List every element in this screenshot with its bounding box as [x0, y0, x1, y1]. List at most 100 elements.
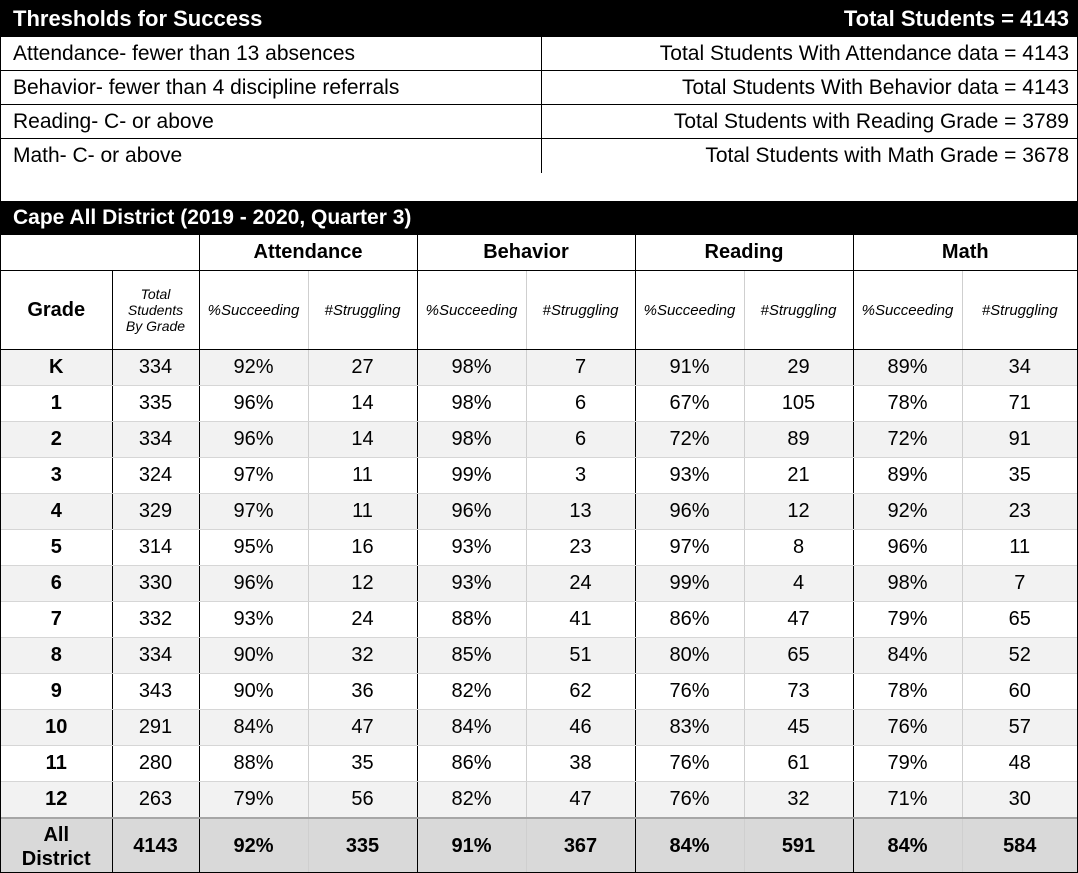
math-succeeding-cell: 96%: [852, 529, 962, 566]
math-succeeding-cell: 71%: [852, 781, 962, 819]
threshold-label: Behavior- fewer than 4 discipline referr…: [1, 71, 542, 104]
total-cell: 263: [111, 781, 199, 819]
math-succeeding-cell: 89%: [852, 457, 962, 494]
reading-struggling-cell: 47: [743, 601, 853, 638]
total-cell: 324: [111, 457, 199, 494]
behavior-succeeding-cell: 93%: [416, 529, 526, 566]
reading-succeeding-cell: 97%: [634, 529, 744, 566]
reading-struggling-cell: 8: [743, 529, 853, 566]
threshold-row-math: Math- C- or above Total Students with Ma…: [1, 139, 1077, 173]
table-row: 7 332 93% 24 88% 41 86% 47 79% 65: [1, 601, 1077, 638]
reading-struggling-cell: 4: [743, 565, 853, 602]
reading-succeeding-cell: 96%: [634, 493, 744, 530]
behavior-struggling-cell: 6: [525, 421, 635, 458]
attendance-struggling-cell: 24: [307, 601, 417, 638]
attendance-succeeding-cell: 90%: [198, 673, 308, 710]
table-row: 12 263 79% 56 82% 47 76% 32 71% 30: [1, 781, 1077, 819]
behavior-struggling-cell: 47: [525, 781, 635, 819]
attendance-succeeding-cell: 97%: [198, 493, 308, 530]
reading-struggling-cell: 61: [743, 745, 853, 782]
math-succeeding-cell: 76%: [852, 709, 962, 746]
header-reading: Reading: [634, 235, 853, 271]
math-succeeding-cell: 79%: [852, 745, 962, 782]
grade-cell: 12: [1, 781, 112, 819]
grade-cell: 2: [1, 421, 112, 458]
attendance-succeeding-cell: 92%: [198, 349, 308, 386]
math-struggling-cell: 57: [961, 709, 1077, 746]
behavior-struggling-cell: 38: [525, 745, 635, 782]
total-header-line: Students: [127, 301, 184, 318]
table-row: 1 335 96% 14 98% 6 67% 105 78% 71: [1, 385, 1077, 422]
math-struggling-header: #Struggling: [961, 270, 1077, 350]
reading-succeeding-cell: 84%: [634, 817, 744, 872]
behavior-succeeding-cell: 88%: [416, 601, 526, 638]
table-row: 10 291 84% 47 84% 46 83% 45 76% 57: [1, 709, 1077, 746]
table-row: K 334 92% 27 98% 7 91% 29 89% 34: [1, 349, 1077, 386]
attendance-succeeding-cell: 88%: [198, 745, 308, 782]
table-row: 4 329 97% 11 96% 13 96% 12 92% 23: [1, 493, 1077, 530]
math-struggling-cell: 65: [961, 601, 1077, 638]
all-district-label: All District: [1, 817, 112, 872]
total-cell: 330: [111, 565, 199, 602]
attendance-struggling-header: #Struggling: [307, 270, 417, 350]
math-struggling-cell: 52: [961, 637, 1077, 674]
grade-rows: K 334 92% 27 98% 7 91% 29 89% 34 1 335 96% 14 98% 6 67% 1…: [1, 349, 1077, 872]
math-succeeding-cell: 84%: [852, 637, 962, 674]
reading-struggling-cell: 591: [743, 817, 853, 872]
table-row: 8 334 90% 32 85% 51 80% 65 84% 52: [1, 637, 1077, 674]
behavior-struggling-cell: 13: [525, 493, 635, 530]
behavior-struggling-header: #Struggling: [525, 270, 635, 350]
reading-succeeding-cell: 76%: [634, 781, 744, 819]
behavior-succeeding-cell: 86%: [416, 745, 526, 782]
math-struggling-cell: 71: [961, 385, 1077, 422]
group-header-row: Attendance Behavior Reading Math: [1, 235, 1077, 271]
threshold-row-reading: Reading- C- or above Total Students with…: [1, 105, 1077, 139]
math-succeeding-cell: 92%: [852, 493, 962, 530]
all-district-row: All District 4143 92% 335 91% 367 84% 59…: [1, 817, 1077, 872]
reading-succeeding-cell: 93%: [634, 457, 744, 494]
reading-struggling-cell: 105: [743, 385, 853, 422]
total-cell: 335: [111, 385, 199, 422]
table-row: 6 330 96% 12 93% 24 99% 4 98% 7: [1, 565, 1077, 602]
reading-succeeding-header: %Succeeding: [634, 270, 744, 350]
reading-succeeding-cell: 99%: [634, 565, 744, 602]
threshold-row-attendance: Attendance- fewer than 13 absences Total…: [1, 37, 1077, 71]
reading-succeeding-cell: 91%: [634, 349, 744, 386]
table-row: 9 343 90% 36 82% 62 76% 73 78% 60: [1, 673, 1077, 710]
threshold-total: Total Students With Behavior data = 4143: [682, 75, 1069, 99]
attendance-succeeding-cell: 96%: [198, 421, 308, 458]
attendance-struggling-cell: 11: [307, 457, 417, 494]
total-cell: 4143: [111, 817, 199, 872]
math-struggling-cell: 11: [961, 529, 1077, 566]
behavior-succeeding-cell: 98%: [416, 421, 526, 458]
attendance-succeeding-cell: 97%: [198, 457, 308, 494]
grade-cell: 6: [1, 565, 112, 602]
behavior-succeeding-cell: 98%: [416, 349, 526, 386]
math-succeeding-header: %Succeeding: [852, 270, 962, 350]
behavior-succeeding-cell: 82%: [416, 673, 526, 710]
attendance-struggling-cell: 27: [307, 349, 417, 386]
behavior-struggling-cell: 3: [525, 457, 635, 494]
reading-struggling-cell: 12: [743, 493, 853, 530]
math-struggling-cell: 23: [961, 493, 1077, 530]
math-struggling-cell: 35: [961, 457, 1077, 494]
math-struggling-cell: 584: [961, 817, 1077, 872]
math-struggling-cell: 34: [961, 349, 1077, 386]
total-cell: 334: [111, 637, 199, 674]
math-struggling-cell: 30: [961, 781, 1077, 819]
threshold-total: Total Students with Math Grade = 3678: [705, 144, 1069, 167]
attendance-struggling-cell: 14: [307, 385, 417, 422]
reading-succeeding-cell: 83%: [634, 709, 744, 746]
math-succeeding-cell: 78%: [852, 385, 962, 422]
math-succeeding-cell: 78%: [852, 673, 962, 710]
threshold-row-behavior: Behavior- fewer than 4 discipline referr…: [1, 71, 1077, 105]
math-succeeding-cell: 79%: [852, 601, 962, 638]
attendance-succeeding-cell: 96%: [198, 385, 308, 422]
behavior-succeeding-cell: 96%: [416, 493, 526, 530]
district-table: Attendance Behavior Reading Math Grade T…: [1, 235, 1077, 872]
thresholds-header-bar: Thresholds for Success Total Students = …: [1, 1, 1077, 37]
total-cell: 332: [111, 601, 199, 638]
behavior-succeeding-cell: 84%: [416, 709, 526, 746]
grade-cell: 8: [1, 637, 112, 674]
